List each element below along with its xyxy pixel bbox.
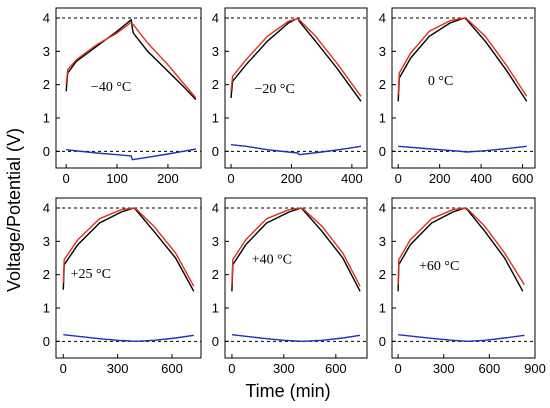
x-tick-label: 300 bbox=[433, 361, 455, 376]
plot-frame bbox=[391, 7, 536, 169]
temperature-label: +40 °C bbox=[252, 253, 292, 268]
temperature-label: +60 °C bbox=[419, 259, 459, 274]
x-axis-title: Time (min) bbox=[245, 381, 330, 401]
series-red-line bbox=[62, 207, 195, 287]
y-tick-label: 1 bbox=[212, 111, 219, 126]
series-black-line bbox=[230, 17, 362, 102]
y-tick-label: 2 bbox=[212, 267, 219, 282]
y-tick-label: 0 bbox=[43, 144, 50, 159]
x-tick-label: 300 bbox=[273, 361, 295, 376]
plot-frame bbox=[55, 7, 202, 169]
x-tick-label: 0 bbox=[228, 361, 235, 376]
series-red-line bbox=[397, 17, 528, 97]
y-tick-label: 2 bbox=[43, 267, 50, 282]
x-tick-label: 0 bbox=[60, 361, 67, 376]
plot-frame bbox=[55, 197, 202, 359]
x-tick-label: 0 bbox=[394, 361, 401, 376]
x-tick-label: 200 bbox=[281, 171, 303, 186]
series-blue-line bbox=[66, 148, 197, 161]
x-tick-label: 900 bbox=[524, 361, 546, 376]
series-red-line bbox=[231, 207, 361, 287]
y-tick-label: 2 bbox=[379, 267, 386, 282]
y-tick-label: 4 bbox=[212, 11, 219, 26]
panel-minus-20-C: 0 1 2 3 4 0 200 400 −20 °C bbox=[212, 7, 368, 186]
panel-0-C: 0 1 2 3 4 0 200 400 600 0 °C bbox=[379, 7, 536, 186]
y-tick-label: 4 bbox=[212, 201, 219, 216]
x-tick-label: 600 bbox=[479, 361, 501, 376]
x-tick-label: 300 bbox=[107, 361, 129, 376]
y-tick-label: 1 bbox=[212, 301, 219, 316]
y-axis-title: Voltage/Potential (V) bbox=[4, 128, 24, 292]
y-tick-label: 1 bbox=[43, 111, 50, 126]
x-tick-label: 0 bbox=[395, 171, 402, 186]
panel-plus-60-C: 0 1 2 3 4 0 300 600 900 +60 °C bbox=[379, 197, 546, 376]
x-tick-label: 0 bbox=[63, 171, 70, 186]
x-tick-label: 200 bbox=[157, 171, 179, 186]
x-tick-label: 400 bbox=[470, 171, 492, 186]
y-tick-label: 3 bbox=[43, 44, 50, 59]
x-tick-label: 600 bbox=[512, 171, 534, 186]
y-tick-label: 1 bbox=[43, 301, 50, 316]
series-black-line bbox=[397, 207, 524, 292]
y-tick-label: 4 bbox=[43, 11, 50, 26]
y-tick-label: 2 bbox=[43, 77, 50, 92]
series-black-line bbox=[62, 207, 195, 292]
y-tick-label: 1 bbox=[379, 301, 386, 316]
x-tick-label: 600 bbox=[161, 361, 183, 376]
y-tick-label: 2 bbox=[212, 77, 219, 92]
y-tick-label: 4 bbox=[43, 201, 50, 216]
y-tick-label: 0 bbox=[212, 334, 219, 349]
x-tick-label: 600 bbox=[325, 361, 347, 376]
series-red-line bbox=[65, 22, 197, 99]
series-red-line bbox=[397, 207, 525, 286]
series-black-line bbox=[231, 207, 361, 292]
x-tick-label: 100 bbox=[106, 171, 128, 186]
y-tick-label: 3 bbox=[43, 234, 50, 249]
x-tick-label: 400 bbox=[341, 171, 363, 186]
y-tick-label: 4 bbox=[379, 201, 386, 216]
y-tick-label: 0 bbox=[379, 144, 386, 159]
y-tick-label: 3 bbox=[379, 234, 386, 249]
temperature-label: +25 °C bbox=[71, 267, 111, 282]
y-tick-label: 3 bbox=[212, 44, 219, 59]
x-tick-label: 0 bbox=[227, 171, 234, 186]
y-tick-label: 2 bbox=[379, 77, 386, 92]
y-tick-label: 0 bbox=[212, 144, 219, 159]
series-blue-line bbox=[398, 145, 527, 153]
series-blue-line bbox=[63, 334, 194, 342]
panel-minus-40-C: 0 1 2 3 4 0 100 200 −40 °C bbox=[43, 7, 202, 186]
series-red-line bbox=[230, 18, 362, 97]
series-blue-line bbox=[398, 334, 525, 342]
y-tick-label: 3 bbox=[379, 44, 386, 59]
y-tick-label: 1 bbox=[379, 111, 386, 126]
temperature-label: 0 °C bbox=[428, 74, 453, 89]
y-tick-label: 0 bbox=[379, 334, 386, 349]
series-blue-line bbox=[231, 334, 361, 342]
temperature-label: −40 °C bbox=[91, 80, 131, 95]
y-tick-label: 4 bbox=[379, 11, 386, 26]
series-black-line bbox=[397, 17, 528, 102]
panel-plus-25-C: 0 1 2 3 4 0 300 600 +25 °C bbox=[43, 197, 202, 376]
plot-frame bbox=[224, 7, 368, 169]
temperature-label: −20 °C bbox=[255, 82, 295, 97]
x-tick-label: 200 bbox=[429, 171, 451, 186]
y-tick-label: 0 bbox=[43, 334, 50, 349]
series-blue-line bbox=[230, 144, 362, 156]
panel-plus-40-C: 0 1 2 3 4 0 300 600 +40 °C bbox=[212, 197, 368, 376]
plot-frame bbox=[391, 197, 536, 359]
plot-frame bbox=[224, 197, 368, 359]
y-tick-label: 3 bbox=[212, 234, 219, 249]
